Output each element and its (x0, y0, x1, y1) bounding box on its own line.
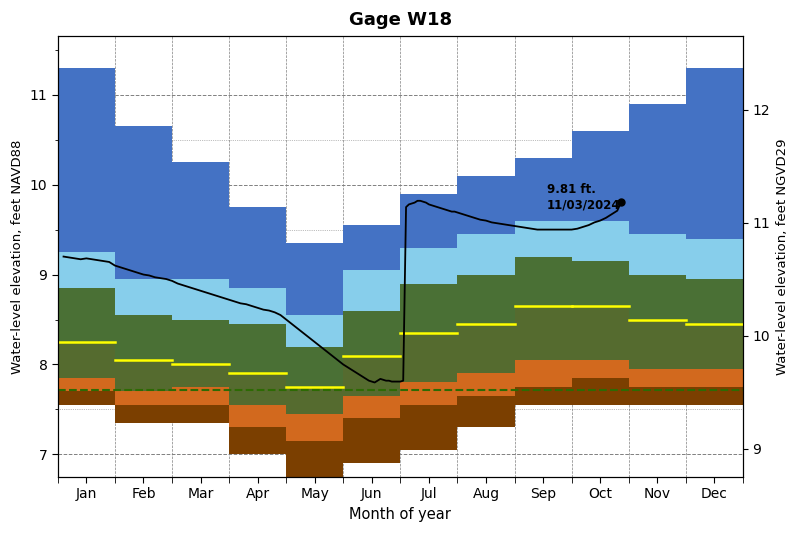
Bar (58, 68, 115, 252)
Bar (572, 261, 629, 306)
Bar (400, 333, 458, 383)
Bar (58, 378, 115, 391)
Bar (115, 126, 172, 279)
Bar (514, 387, 572, 405)
Bar (286, 414, 343, 441)
Bar (58, 288, 115, 342)
Bar (172, 387, 229, 405)
Bar (286, 346, 343, 387)
Bar (115, 405, 172, 423)
Bar (172, 162, 229, 279)
Bar (400, 284, 458, 333)
Bar (686, 387, 743, 405)
Y-axis label: Water-level elevation, feet NAVD88: Water-level elevation, feet NAVD88 (11, 140, 24, 374)
Bar (343, 396, 400, 418)
Bar (514, 360, 572, 387)
Text: 9.81 ft.
11/03/2024: 9.81 ft. 11/03/2024 (547, 183, 621, 211)
Bar (229, 288, 286, 324)
Bar (58, 252, 115, 288)
Bar (400, 247, 458, 284)
Bar (514, 158, 572, 221)
Bar (514, 221, 572, 256)
Bar (629, 319, 686, 369)
Bar (572, 306, 629, 360)
Bar (229, 427, 286, 455)
Bar (572, 360, 629, 378)
Bar (514, 256, 572, 306)
Bar (458, 234, 514, 274)
Bar (458, 324, 514, 374)
Bar (686, 324, 743, 369)
X-axis label: Month of year: Month of year (350, 507, 451, 522)
Bar (400, 383, 458, 405)
Bar (343, 418, 400, 463)
Bar (343, 311, 400, 356)
Bar (286, 441, 343, 477)
Bar (629, 369, 686, 387)
Bar (458, 396, 514, 427)
Bar (172, 319, 229, 365)
Bar (686, 369, 743, 387)
Bar (172, 279, 229, 319)
Bar (286, 243, 343, 315)
Bar (686, 279, 743, 324)
Bar (572, 131, 629, 221)
Title: Gage W18: Gage W18 (349, 11, 452, 29)
Bar (343, 356, 400, 396)
Bar (400, 405, 458, 450)
Bar (629, 104, 686, 234)
Bar (343, 225, 400, 270)
Y-axis label: Water-level elevation, feet NGVD29: Water-level elevation, feet NGVD29 (776, 139, 789, 375)
Bar (629, 274, 686, 319)
Bar (115, 391, 172, 405)
Bar (458, 374, 514, 396)
Bar (115, 360, 172, 391)
Bar (514, 306, 572, 360)
Bar (343, 270, 400, 311)
Bar (458, 176, 514, 234)
Bar (58, 391, 115, 405)
Bar (58, 342, 115, 378)
Bar (172, 405, 229, 423)
Bar (229, 207, 286, 288)
Bar (629, 387, 686, 405)
Bar (172, 365, 229, 387)
Bar (115, 279, 172, 315)
Bar (286, 315, 343, 346)
Bar (229, 324, 286, 374)
Bar (629, 234, 686, 274)
Bar (115, 315, 172, 360)
Bar (458, 274, 514, 324)
Bar (572, 221, 629, 261)
Bar (686, 68, 743, 239)
Bar (229, 405, 286, 427)
Bar (572, 378, 629, 405)
Bar (686, 239, 743, 279)
Bar (229, 374, 286, 405)
Bar (400, 193, 458, 247)
Bar (286, 387, 343, 414)
